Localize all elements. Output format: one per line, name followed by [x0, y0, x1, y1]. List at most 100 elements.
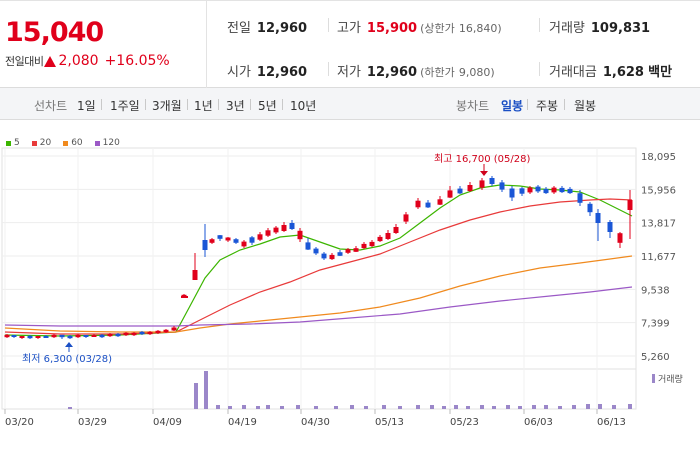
chart-canvas: 18,09515,95613,81711,6779,5387,3995,260 … — [1, 147, 683, 428]
divider — [328, 18, 329, 32]
ma-line — [4, 184, 633, 337]
ma-line — [4, 286, 633, 327]
volume-value: 109,831 — [590, 21, 651, 36]
candle — [99, 334, 105, 338]
stock-chart: 5 20 60 120 18,095 15,956 13,817 11,677 9,53… — [0, 120, 700, 450]
tab-line-3m[interactable]: 3개월 — [152, 99, 182, 113]
tab-line-1d[interactable]: 1일 — [77, 99, 96, 113]
x-tick-label: 05/23 — [450, 417, 479, 428]
y-tick-label: 7,399 — [641, 319, 670, 330]
tab-line-1w[interactable]: 1주일 — [110, 99, 140, 113]
volume-bar — [492, 406, 496, 409]
volume-bar — [334, 406, 338, 409]
candle — [67, 335, 73, 339]
divider — [527, 99, 528, 110]
candle — [281, 225, 287, 231]
candle — [147, 331, 153, 335]
y-tick-label: 11,677 — [641, 252, 676, 263]
candle — [123, 332, 129, 336]
legend-item: 20 — [31, 138, 51, 148]
volume-legend-swatch — [652, 374, 655, 383]
x-tick-label: 06/03 — [524, 417, 553, 428]
tab-line-3y[interactable]: 3년 — [226, 99, 245, 113]
amount-unit: 백만 — [648, 65, 673, 80]
y-tick-label: 15,956 — [641, 185, 676, 196]
candle — [11, 335, 17, 337]
candle-chart-label: 봉차트 — [456, 99, 490, 113]
prev-close-value: 12,960 — [256, 21, 308, 36]
volume-bar — [480, 405, 484, 409]
candle — [467, 185, 473, 191]
high-arrow-head-icon — [480, 171, 488, 176]
volume-bar — [398, 406, 402, 409]
candle — [353, 248, 359, 252]
upper-limit-value: 16,840) — [458, 22, 502, 35]
candle — [305, 242, 311, 250]
candle — [217, 235, 223, 239]
tab-candle-weekly[interactable]: 주봉 — [536, 99, 559, 113]
candle — [139, 331, 145, 335]
tab-candle-daily[interactable]: 일봉 — [501, 99, 524, 113]
candle — [447, 190, 453, 198]
volume-bar — [242, 405, 246, 409]
prev-close-label: 전일 — [227, 21, 251, 36]
candle — [163, 329, 169, 333]
volume-bar — [506, 405, 510, 409]
volume-bar — [296, 405, 300, 409]
candle — [192, 270, 198, 280]
candle — [257, 234, 263, 240]
volume-bar — [350, 405, 354, 409]
x-tick-label: 03/29 — [78, 417, 107, 428]
tab-line-10y[interactable]: 10년 — [290, 99, 317, 113]
candle — [265, 230, 271, 236]
candle — [321, 253, 327, 259]
candle — [241, 241, 247, 247]
volume-bar — [466, 406, 470, 409]
candle — [289, 223, 295, 229]
current-price: 15,040 — [5, 17, 104, 48]
candle — [249, 237, 255, 243]
volume-bar — [518, 406, 522, 409]
volume-bar — [544, 405, 548, 409]
tab-line-5y[interactable]: 5년 — [258, 99, 277, 113]
candle — [337, 252, 343, 256]
candle — [131, 332, 137, 336]
volume-bar — [68, 407, 72, 409]
x-tick-label: 03/20 — [5, 417, 34, 428]
upper-limit-label: (상한가 — [420, 22, 455, 35]
volume-bar — [280, 406, 284, 409]
volume-bar — [204, 371, 208, 409]
high-label: 고가 — [337, 21, 361, 36]
candle — [4, 334, 10, 338]
legend-label: 60 — [71, 138, 83, 148]
candle — [627, 200, 633, 210]
ma-legend: 5 20 60 120 — [6, 138, 132, 148]
candle — [59, 334, 65, 338]
candle — [51, 334, 57, 338]
candle — [543, 188, 549, 194]
candle — [551, 187, 557, 193]
candle — [527, 187, 533, 193]
low-annotation: 최저 6,300 (03/28) — [22, 353, 112, 365]
candle — [27, 335, 33, 339]
low-label: 저가 — [337, 65, 361, 80]
candle — [361, 243, 367, 249]
amount-label: 거래대금 — [549, 65, 597, 80]
candle — [403, 214, 409, 222]
amount-value: 1,628 — [602, 65, 644, 80]
volume-bar — [572, 405, 576, 409]
volume-bar — [442, 406, 446, 409]
candle — [377, 236, 383, 242]
candle — [425, 202, 431, 208]
y-tick-label: 5,260 — [641, 352, 670, 363]
volume-bar — [314, 406, 318, 409]
high-value: 15,900 — [366, 21, 418, 36]
legend-swatch — [63, 140, 69, 146]
candle — [209, 239, 215, 243]
divider — [539, 18, 540, 32]
volume-bar — [416, 405, 420, 409]
tab-candle-monthly[interactable]: 월봉 — [574, 99, 597, 113]
tab-line-1y[interactable]: 1년 — [194, 99, 213, 113]
candle — [155, 330, 161, 334]
y-tick-label: 9,538 — [641, 285, 670, 296]
